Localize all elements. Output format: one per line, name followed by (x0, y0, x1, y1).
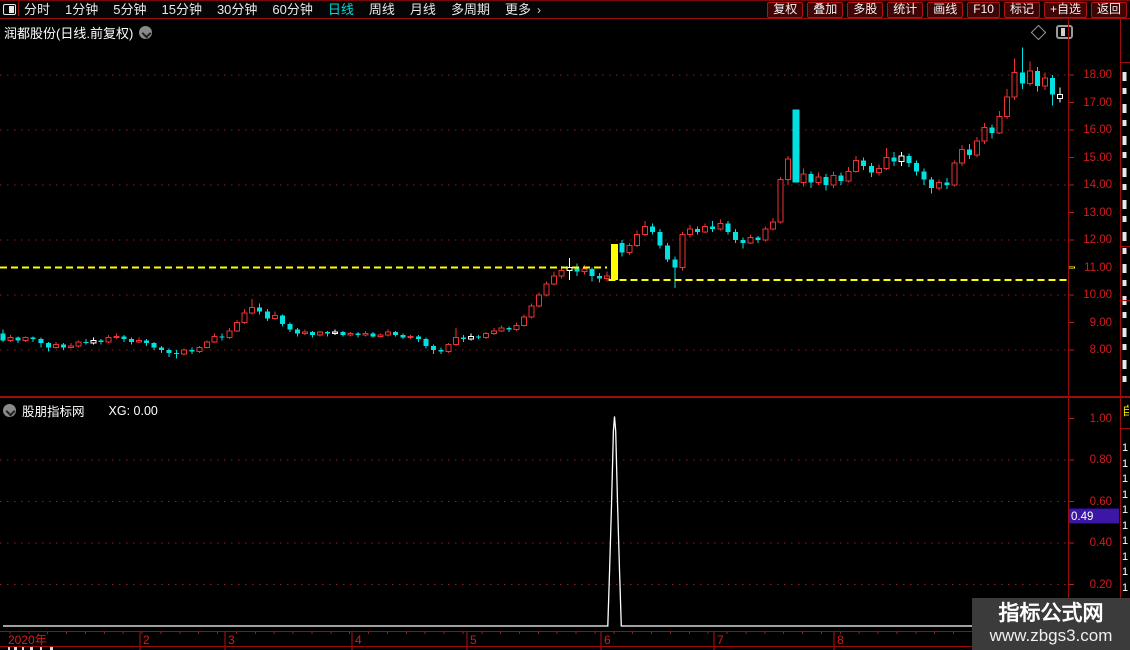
period-tab-7[interactable]: 周线 (368, 2, 395, 17)
month-label: 3 (228, 633, 235, 647)
period-tab-9[interactable]: 多周期 (450, 2, 490, 17)
edge-divider (1120, 246, 1130, 247)
indicator-value-badge: 0.49 (1069, 508, 1119, 524)
xaxis-line (0, 631, 1130, 632)
edge-digit: 1 (1122, 535, 1129, 547)
indicator-param-label: XG: (108, 403, 131, 418)
month-label: 7 (717, 633, 724, 647)
toolbar-button-group: 复权 叠加 多股 统计 画线 F10 标记 +自选 返回 (767, 2, 1127, 18)
edge-digit: 1 (1122, 488, 1129, 501)
price-label: 14.00 (1083, 179, 1112, 191)
toolbar-button-3[interactable]: 统计 (887, 2, 924, 18)
toolbar-divider (0, 18, 1130, 19)
month-label: 2020年 (8, 633, 47, 647)
month-label: 6 (604, 633, 611, 647)
price-label: 13.00 (1083, 206, 1112, 219)
indicator-param: XG: 0.00 (109, 404, 158, 418)
clipped-side-panel[interactable]: 自 111111111111 (1121, 18, 1130, 646)
price-label: 15.00 (1083, 151, 1112, 164)
panel-separator (0, 396, 1130, 398)
window-layout-icon[interactable] (3, 4, 16, 15)
indicator-axis-label: 0.40 (1089, 537, 1112, 549)
toolbar-button-7[interactable]: +自选 (1043, 2, 1087, 18)
toolbar-button-2[interactable]: 多股 (847, 2, 884, 18)
price-label: 9.00 (1089, 316, 1112, 329)
toolbar-separator (18, 2, 19, 16)
toolbar-button-0[interactable]: 复权 (767, 2, 804, 18)
indicator-axis-label: 0.20 (1089, 578, 1112, 591)
toolbar-button-4[interactable]: 画线 (927, 2, 964, 18)
top-toolbar: 分时 1分钟 5分钟 15分钟 30分钟 60分钟 日线 周线 月线 多周期 更多 › 复权 叠加 多股统… (0, 0, 1130, 18)
price-label: 18.00 (1083, 69, 1112, 81)
edge-divider (1120, 62, 1130, 63)
toolbar-button-8[interactable]: 返回 (1090, 2, 1127, 18)
toolbar-button-5[interactable]: F10 (967, 2, 1000, 18)
title-dropdown-icon[interactable] (139, 26, 153, 39)
period-tab-5[interactable]: 60分钟 (272, 2, 313, 17)
price-axis-line (1068, 18, 1069, 646)
bottom-border (0, 646, 1130, 647)
period-tab-6[interactable]: 日线 (327, 2, 354, 17)
period-tab-3[interactable]: 15分钟 (161, 2, 202, 17)
month-label: 4 (355, 633, 362, 647)
period-tab-0[interactable]: 分时 (24, 2, 51, 17)
toolbar-button-1[interactable]: 叠加 (807, 2, 844, 18)
watermark-url: www.zbgs3.com (989, 626, 1113, 645)
period-tab-1[interactable]: 1分钟 (65, 2, 99, 17)
edge-highlight-char: 自 (1122, 404, 1129, 418)
price-label: 11.00 (1084, 261, 1112, 274)
edge-digit: 1 (1122, 457, 1129, 470)
indicator-axis-label: 1.00 (1089, 412, 1112, 425)
price-label: 8.00 (1089, 344, 1112, 356)
split-window-icon[interactable] (1056, 25, 1073, 39)
edge-digit: 1 (1122, 519, 1129, 532)
month-label: 5 (470, 633, 477, 647)
more-arrow-icon[interactable]: › (536, 3, 541, 17)
indicator-name: 股朋指标网 (22, 405, 85, 419)
edge-digit: 1 (1122, 550, 1129, 563)
stock-title: 润都股份(日线.前复权) (4, 26, 134, 41)
indicator-axis-label: 0.60 (1089, 495, 1112, 508)
edge-divider (1120, 300, 1130, 301)
edge-digit: 1 (1122, 473, 1129, 485)
period-tab-4[interactable]: 30分钟 (216, 2, 258, 17)
indicator-axis-label: 0.80 (1089, 454, 1112, 466)
edge-digit: 1 (1122, 581, 1129, 594)
edge-digit: 1 (1122, 442, 1129, 454)
period-tab-8[interactable]: 月线 (409, 2, 436, 17)
edge-digit: 1 (1122, 504, 1129, 516)
edge-divider (1120, 428, 1130, 429)
toolbar-button-6[interactable]: 标记 (1003, 2, 1040, 18)
month-label: 2 (143, 633, 150, 647)
price-label: 17.00 (1083, 96, 1112, 109)
indicator-dropdown-icon[interactable] (3, 404, 16, 417)
price-label: 12.00 (1083, 234, 1112, 246)
indicator-param-value: 0.00 (133, 403, 158, 418)
period-tab-10[interactable]: 更多 (504, 2, 531, 17)
price-label: 16.00 (1083, 124, 1112, 136)
watermark-title: 指标公式网 (998, 602, 1104, 625)
period-tab-2[interactable]: 5分钟 (113, 2, 147, 17)
watermark: 指标公式网 www.zbgs3.com (972, 598, 1130, 650)
price-label: 10.00 (1083, 289, 1112, 301)
edge-digit: 1 (1122, 566, 1129, 578)
month-label: 8 (837, 633, 844, 647)
edge-panel-border (1120, 18, 1121, 646)
period-tab-bar: 分时 1分钟 5分钟 15分钟 30分钟 60分钟 日线 周线 月线 多周期 更多 › (24, 1, 541, 19)
